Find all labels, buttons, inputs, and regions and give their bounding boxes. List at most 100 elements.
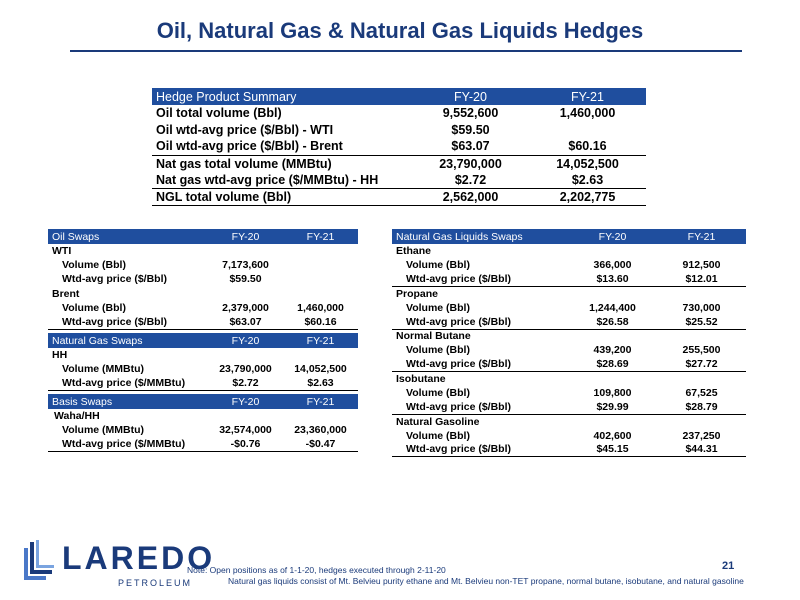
- row-label: Wtd-avg price ($/Bbl): [62, 273, 168, 286]
- table-row: Volume (MMBtu) 32,574,000 23,360,000: [48, 423, 358, 437]
- column-header: FY-20: [208, 229, 283, 244]
- column-header: FY-21: [529, 88, 646, 105]
- table-row: Wtd-avg price ($/Bbl) $45.15 $44.31: [392, 442, 746, 458]
- basis-swaps-table: Basis Swaps FY-20 FY-21 Waha/HH Volume (…: [48, 394, 358, 453]
- cell-value: $60.16: [283, 314, 358, 330]
- row-label: Oil total volume (Bbl): [156, 106, 282, 121]
- cell-value: [529, 122, 646, 139]
- row-label: Wtd-avg price ($/Bbl): [392, 400, 568, 415]
- table-row: Isobutane: [392, 372, 746, 386]
- footnote-ngl: Natural gas liquids consist of Mt. Belvi…: [228, 576, 744, 586]
- table-row: Wtd-avg price ($/MMBtu) $2.72 $2.63: [48, 376, 358, 392]
- cell-value: [568, 414, 657, 428]
- table-row: WTI: [48, 244, 358, 258]
- table-header-row: Basis Swaps FY-20 FY-21: [48, 394, 358, 409]
- cell-value: [657, 287, 746, 301]
- cell-value: $63.07: [208, 314, 283, 330]
- cell-value: [657, 329, 746, 343]
- column-header: FY-21: [283, 229, 358, 244]
- row-label: Oil wtd-avg price ($/Bbl) - WTI: [156, 123, 334, 138]
- cell-value: 23,360,000: [294, 424, 347, 437]
- cell-value: [568, 287, 657, 301]
- cell-value: [208, 244, 283, 258]
- cell-value: 67,525: [685, 386, 718, 399]
- cell-value: $2.63: [283, 376, 358, 392]
- cell-value: 14,052,500: [556, 156, 619, 171]
- table-row: Oil wtd-avg price ($/Bbl) - WTI $59.50: [152, 122, 646, 139]
- cell-value: [568, 329, 657, 343]
- ngl-swaps-table: Natural Gas Liquids Swaps FY-20 FY-21 Et…: [392, 229, 746, 458]
- group-label: Propane: [396, 287, 439, 300]
- cell-value: 23,790,000: [439, 156, 502, 171]
- column-header: FY-21: [283, 394, 358, 409]
- cell-value: 109,800: [593, 386, 632, 399]
- cell-value: [283, 244, 358, 258]
- table-row: Oil total volume (Bbl) 9,552,600 1,460,0…: [152, 105, 646, 122]
- table-header-row: Natural Gas Swaps FY-20 FY-21: [48, 333, 358, 348]
- cell-value: 912,500: [682, 259, 721, 272]
- cell-value: [208, 287, 283, 301]
- cell-value: [208, 348, 283, 362]
- cell-value: [283, 258, 358, 272]
- row-label: Volume (Bbl): [406, 259, 470, 272]
- table-row: Nat gas total volume (MMBtu) 23,790,000 …: [152, 155, 646, 172]
- cell-value: 32,574,000: [219, 424, 272, 437]
- row-label: Volume (Bbl): [62, 259, 126, 272]
- cell-value: $28.69: [568, 357, 657, 373]
- row-label: Volume (Bbl): [406, 344, 470, 357]
- cell-value: 14,052,500: [294, 363, 347, 376]
- natural-gas-swaps-table: Natural Gas Swaps FY-20 FY-21 HH Volume …: [48, 333, 358, 392]
- row-label: Wtd-avg price ($/Bbl): [392, 357, 568, 373]
- column-header: FY-20: [208, 333, 283, 348]
- table-row: Normal Butane: [392, 329, 746, 343]
- table-row: Volume (Bbl) 7,173,600: [48, 258, 358, 272]
- company-logo: LAREDO PETROLEUM: [22, 540, 212, 590]
- oil-swaps-table: Oil Swaps FY-20 FY-21 WTI Volume (Bbl) 7…: [48, 229, 358, 330]
- table-row: Volume (Bbl) 402,600 237,250: [392, 428, 746, 442]
- cell-value: 2,379,000: [222, 301, 269, 314]
- cell-value: 7,173,600: [222, 259, 269, 272]
- row-label: Nat gas wtd-avg price ($/MMBtu) - HH: [152, 171, 412, 189]
- group-label: Brent: [52, 287, 80, 300]
- logo-mark-icon: [24, 540, 54, 580]
- table-row: Natural Gasoline: [392, 414, 746, 428]
- cell-value: 2,562,000: [412, 188, 529, 206]
- cell-value: 730,000: [682, 301, 721, 314]
- page-title: Oil, Natural Gas & Natural Gas Liquids H…: [156, 18, 644, 43]
- cell-value: [283, 348, 358, 362]
- cell-value: $59.50: [451, 123, 490, 138]
- cell-value: 237,250: [682, 429, 721, 442]
- column-header: Oil Swaps: [48, 229, 208, 244]
- column-header: Hedge Product Summary: [152, 88, 412, 105]
- table-row: Waha/HH: [48, 409, 358, 423]
- title-divider: [70, 50, 742, 52]
- table-row: NGL total volume (Bbl) 2,562,000 2,202,7…: [152, 188, 646, 206]
- row-label: Volume (Bbl): [406, 301, 470, 314]
- logo-wordmark: LAREDO: [62, 540, 216, 576]
- row-label: Volume (MMBtu): [62, 363, 145, 376]
- table-row: Wtd-avg price ($/Bbl) $63.07 $60.16: [48, 314, 358, 330]
- row-label: Wtd-avg price ($/Bbl): [48, 314, 208, 330]
- table-row: HH: [48, 348, 358, 362]
- logo-subtitle: PETROLEUM: [118, 578, 193, 588]
- cell-value: -$0.47: [283, 437, 358, 453]
- table-row: Brent: [48, 287, 358, 301]
- cell-value: 1,460,000: [559, 106, 616, 121]
- cell-value: $25.52: [657, 314, 746, 330]
- cell-value: $2.72: [412, 171, 529, 189]
- cell-value: $63.07: [412, 138, 529, 156]
- cell-value: $28.79: [657, 400, 746, 415]
- cell-value: $45.15: [568, 442, 657, 458]
- group-label: Isobutane: [396, 373, 446, 386]
- cell-value: $13.60: [568, 272, 657, 288]
- cell-value: [657, 414, 746, 428]
- group-label: Natural Gasoline: [396, 415, 480, 428]
- table-row: Wtd-avg price ($/Bbl) $28.69 $27.72: [392, 357, 746, 373]
- cell-value: $2.72: [208, 376, 283, 392]
- cell-value: 1,460,000: [297, 301, 344, 314]
- row-label: Wtd-avg price ($/Bbl): [392, 442, 568, 458]
- cell-value: $44.31: [657, 442, 746, 458]
- cell-value: [657, 244, 746, 258]
- hedge-product-summary-table: Hedge Product Summary FY-20 FY-21 Oil to…: [152, 88, 646, 206]
- cell-value: [657, 372, 746, 386]
